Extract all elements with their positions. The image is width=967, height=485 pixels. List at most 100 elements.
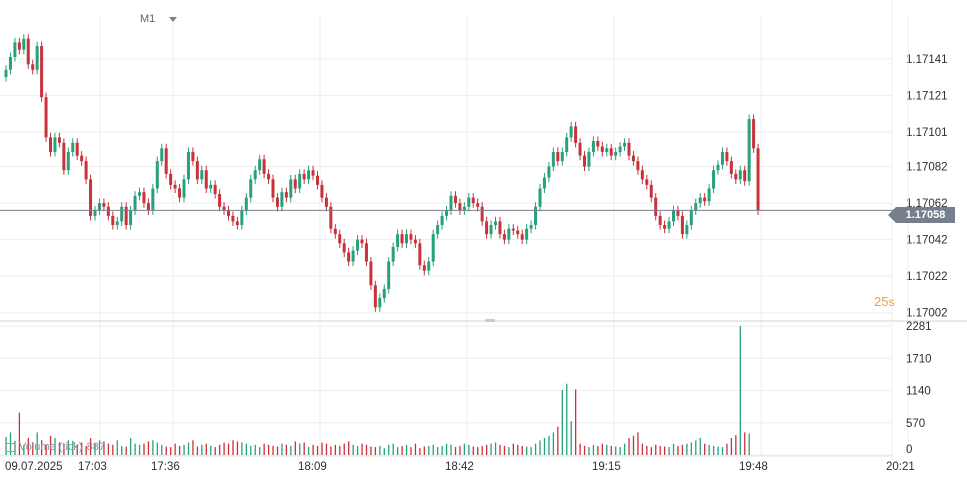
volume-bar [739,326,741,455]
candle-body [556,151,560,162]
candle-body [75,142,79,156]
volume-bar [370,446,372,455]
volume-bar [597,445,599,455]
volume-bar [401,445,403,455]
price-tick-label: 1.17002 [906,308,948,320]
candle-body [587,151,591,167]
volume-bar [285,444,288,455]
pane-splitter-handle[interactable] [485,319,495,322]
volume-bar [187,442,190,455]
volume-bar [339,445,341,455]
volume-bar [681,444,684,455]
candle-body [707,188,711,202]
volume-bar [445,443,448,455]
volume-bar [18,412,21,455]
candle-body [57,137,61,143]
volume-bar [103,441,105,455]
volume-bar [437,447,439,455]
volume-bar [695,440,697,455]
volume-bar [659,445,661,455]
candle-body [293,179,297,189]
volume-bar [561,389,563,455]
candle-body [262,159,266,174]
volume-bar [619,447,621,455]
volume-bar [628,438,630,455]
volume-bar [579,443,581,455]
volume-bar [272,445,274,455]
settings-icon[interactable] [6,442,15,452]
volume-bar [490,443,492,455]
candle-body [747,119,751,182]
volume-bar [557,426,559,455]
volume-bar [205,443,207,455]
volume-bar [152,440,154,455]
candle-body [667,221,671,229]
candle-body [35,46,39,70]
candle-body [445,210,449,216]
volume-bar [81,442,83,455]
candle-body [405,234,408,244]
volume-bar [156,442,158,455]
volume-bar [365,444,368,455]
volume-bar [441,445,443,455]
volume-bar [646,445,648,455]
volume-bar [45,444,47,455]
volume-tick-label: 1710 [906,353,932,365]
candle-body [4,69,8,78]
volume-bar [67,440,69,455]
candle-body [672,210,675,222]
volume-bar [276,446,279,455]
candle-body [329,206,333,229]
candle-body [200,170,204,180]
volume-bar [392,443,394,455]
candle-body [658,215,662,226]
candle-body [391,246,395,262]
candle-body [640,170,644,180]
volume-bar [477,447,479,455]
volume-bar [161,444,163,455]
candle-body [547,166,551,178]
time-tick-label: 20:21 [886,461,915,473]
candle-body [440,215,444,226]
candle-body [204,170,208,189]
volume-bar [356,445,359,455]
candle-body [231,215,235,222]
volume-bar [494,442,497,455]
candle-body [645,179,649,185]
volume-bar [254,444,256,455]
volume-legend-label: Volume (tick) [19,441,83,453]
volume-bar [374,447,377,455]
price-tick-label: 1.17082 [906,162,948,174]
time-tick-label: 09.07.2025 [5,461,63,473]
price-tick-label: 1.17121 [906,90,948,102]
volume-bar [36,432,38,455]
candle-body [62,142,66,171]
volume-bar [503,445,506,455]
current-price-value: 1.17058 [905,209,946,221]
candle-body [209,184,213,189]
volume-bar [570,421,572,455]
candle-body [182,179,186,198]
volume-bar [450,444,452,455]
volume-bar [575,389,577,455]
candle-body [712,170,716,189]
candle-body [716,164,720,171]
volume-bar [521,445,523,455]
candle-body [351,250,355,262]
volume-bar [486,444,488,455]
candle-body [93,210,97,216]
timeframe-selector[interactable]: M1 [140,13,178,25]
timeframe-label: M1 [140,13,156,25]
candle-body [369,261,373,286]
volume-bar [308,447,310,455]
volume-bar [23,444,25,455]
candle-body [698,197,702,204]
candle-body [462,206,466,211]
time-tick-label: 18:09 [298,461,327,473]
volume-tick-label: 2281 [906,321,932,333]
candle-body [142,192,146,204]
candle-body [191,151,195,162]
volume-bar [397,447,399,455]
